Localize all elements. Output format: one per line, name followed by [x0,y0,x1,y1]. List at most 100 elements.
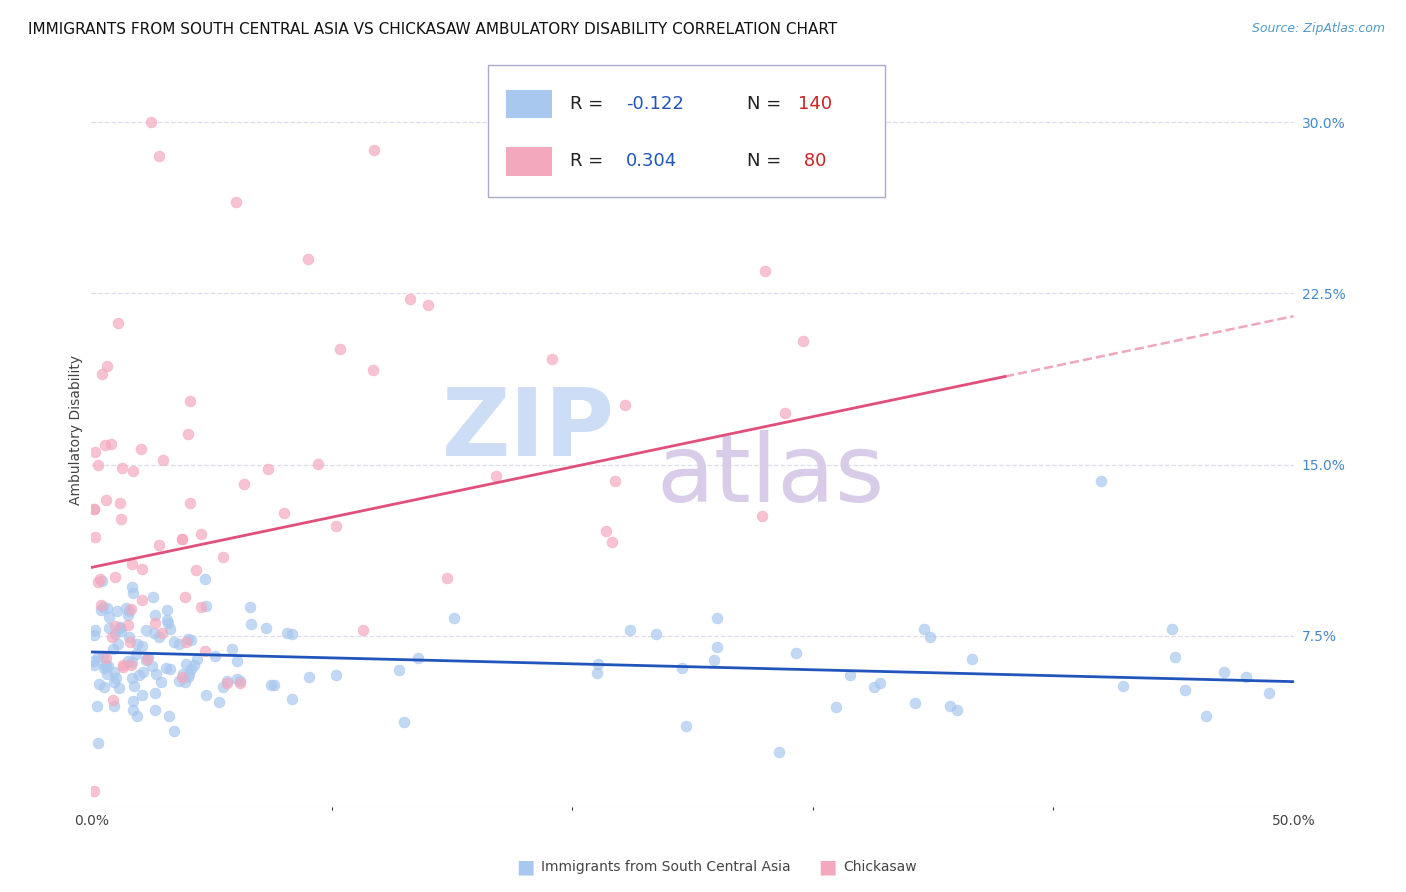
Y-axis label: Ambulatory Disability: Ambulatory Disability [69,355,83,506]
Point [145,667,167,681]
Point [117,618,139,632]
Point [172,667,194,681]
Point [298,670,321,684]
Point [143,703,166,717]
Point [1195,708,1218,723]
Point [912,622,935,636]
Point [605,475,627,489]
Point [108,681,131,695]
Point [121,557,143,571]
Point [217,676,239,690]
Text: 0.304: 0.304 [626,153,678,170]
Point [131,562,153,576]
Point [260,678,283,692]
Point [101,692,124,706]
Point [110,512,132,526]
Point [602,535,624,549]
Point [190,527,212,541]
Point [150,675,173,690]
Point [671,660,693,674]
Point [208,695,231,709]
Point [96,657,118,672]
Point [90,603,112,617]
Point [131,639,153,653]
Point [1163,650,1185,665]
Point [960,652,983,666]
Point [86,698,108,713]
Text: atlas: atlas [657,430,884,522]
Bar [506,147,551,176]
Point [131,665,153,680]
Point [170,670,193,684]
Point [170,532,193,546]
Point [1234,670,1257,684]
Point [83,783,105,797]
Point [131,593,153,607]
Point [361,363,384,377]
Point [150,626,173,640]
Point [104,626,127,640]
Point [174,635,197,649]
Point [232,477,254,491]
Point [117,607,139,622]
Point [263,678,285,692]
Text: Immigrants from South Central Asia: Immigrants from South Central Asia [541,860,792,874]
Point [97,621,120,635]
Point [170,532,193,546]
Point [93,680,115,694]
Point [1161,622,1184,636]
Point [904,696,927,710]
Point [115,601,138,615]
Point [706,640,728,654]
Point [179,393,201,408]
Text: 80: 80 [799,153,827,170]
Text: R =: R = [569,95,603,113]
Point [416,298,439,312]
Point [180,662,202,676]
Point [675,719,697,733]
Text: R =: R = [569,153,603,170]
Point [110,624,132,638]
Point [179,496,201,510]
Point [297,252,319,266]
Point [121,586,143,600]
Point [101,630,124,644]
Point [87,458,110,472]
Point [93,661,115,675]
Point [83,624,105,638]
Point [103,570,125,584]
Point [94,659,117,673]
Point [135,653,157,667]
Point [329,343,352,357]
Point [96,359,118,373]
Point [143,607,166,622]
Point [120,601,142,615]
Point [121,464,143,478]
Point [225,672,247,686]
Point [120,658,142,673]
Point [174,590,197,604]
Point [143,625,166,640]
Point [83,627,105,641]
Point [152,452,174,467]
Text: IMMIGRANTS FROM SOUTH CENTRAL ASIA VS CHICKASAW AMBULATORY DISABILITY CORRELATIO: IMMIGRANTS FROM SOUTH CENTRAL ASIA VS CH… [28,22,838,37]
Point [156,613,179,627]
Point [179,667,201,681]
Point [163,635,186,649]
Point [148,537,170,551]
Point [706,611,728,625]
Point [1258,686,1281,700]
Point [122,694,145,708]
Point [1174,683,1197,698]
Point [239,617,262,632]
Point [83,654,105,668]
Point [257,462,280,476]
Point [585,665,607,680]
Point [645,626,668,640]
Point [107,316,129,330]
Text: ZIP: ZIP [441,384,614,476]
Point [107,637,129,651]
Point [87,649,110,664]
Point [174,657,197,672]
Point [122,703,145,717]
